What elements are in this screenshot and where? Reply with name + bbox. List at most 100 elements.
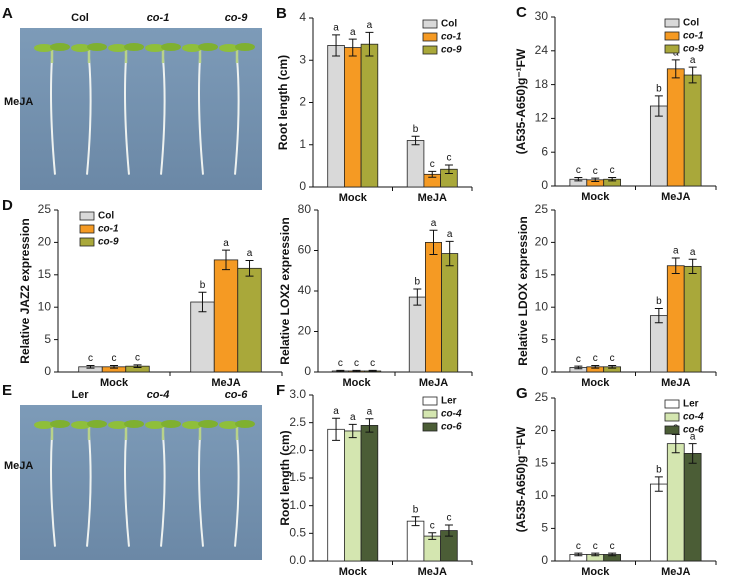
y-axis-label: Relative LDOX expression	[516, 216, 530, 365]
seedling-leaf	[182, 421, 202, 429]
x-tick-label: MeJA	[661, 377, 690, 389]
legend-swatch	[422, 422, 438, 432]
significance-letter: c	[88, 353, 93, 364]
y-tick-label: 10	[38, 299, 52, 313]
y-tick-label: 3.0	[289, 387, 306, 401]
significance-letter: c	[446, 513, 451, 524]
error-bar	[429, 229, 438, 256]
legend-swatch	[422, 45, 438, 55]
bar	[683, 74, 702, 187]
legend-label: Ler	[441, 396, 457, 407]
legend-label: co-1	[683, 31, 704, 42]
y-tick-label: 0	[541, 553, 548, 567]
panel-letter: A	[2, 5, 13, 22]
significance-letter: c	[593, 166, 598, 177]
legend-swatch	[664, 44, 680, 54]
significance-letter: b	[656, 465, 662, 476]
legend-swatch	[664, 31, 680, 41]
genotype-label: Col	[71, 12, 89, 24]
seedling-root	[86, 57, 92, 175]
error-bar	[365, 418, 374, 433]
significance-letter: c	[576, 165, 581, 176]
bar	[406, 520, 425, 562]
bar	[425, 241, 442, 373]
legend-swatch	[79, 237, 95, 247]
seedling-leaf	[71, 44, 91, 52]
seedling-root	[198, 57, 204, 175]
legend-label: co-9	[683, 44, 704, 55]
significance-letter: b	[413, 124, 419, 135]
error-bar	[654, 476, 663, 492]
y-tick-label: 2.0	[289, 443, 306, 457]
genotype-label: co-9	[225, 12, 249, 24]
seedling-leaf	[219, 44, 239, 52]
photo	[20, 28, 262, 190]
y-tick-label: 2.5	[289, 415, 306, 429]
seedling-leaf	[124, 420, 144, 428]
error-bar	[688, 443, 697, 464]
seedling-leaf	[161, 420, 181, 428]
error-bar	[411, 516, 420, 527]
error-bar	[608, 365, 617, 369]
significance-letter: b	[656, 296, 662, 307]
legend-swatch	[422, 396, 438, 406]
bar	[213, 259, 239, 373]
x-tick-label: MeJA	[661, 191, 690, 203]
seedling-leaf	[198, 420, 218, 428]
y-tick-label: 25	[38, 202, 52, 216]
y-tick-label: 20	[298, 324, 312, 338]
y-axis-label: Root length (cm)	[276, 55, 290, 150]
significance-letter: a	[247, 248, 253, 259]
error-bar	[428, 532, 437, 540]
y-tick-label: 5	[541, 521, 548, 535]
seedling-leaf	[71, 421, 91, 429]
error-bar	[348, 423, 357, 439]
bar	[666, 68, 685, 187]
treatment-label: MeJA	[4, 460, 33, 472]
y-tick-label: 10	[535, 488, 549, 502]
y-tick-label: 80	[298, 202, 312, 216]
bar	[649, 105, 668, 187]
error-bar	[654, 95, 663, 117]
y-tick-label: 0	[299, 179, 306, 193]
seedling-leaf	[87, 420, 107, 428]
bar	[190, 301, 215, 373]
significance-letter: b	[656, 84, 662, 95]
error-bar	[608, 552, 617, 557]
legend-label: Ler	[683, 399, 699, 410]
y-tick-label: 25	[535, 390, 549, 404]
x-tick-label: MeJA	[211, 377, 240, 389]
x-tick-label: MeJA	[418, 192, 447, 204]
panel-letter: B	[276, 5, 287, 22]
bar	[649, 483, 668, 562]
seedling-root	[234, 57, 240, 175]
legend-swatch	[664, 412, 680, 422]
legend-swatch	[664, 399, 680, 409]
significance-letter: c	[430, 159, 435, 170]
genotype-label: co-4	[147, 389, 170, 401]
error-bar	[574, 365, 583, 370]
y-tick-label: 5	[44, 332, 51, 346]
significance-letter: a	[690, 247, 696, 258]
legend-swatch	[79, 211, 95, 221]
error-bar	[574, 552, 583, 557]
significance-letter: a	[431, 218, 437, 229]
error-bar	[671, 59, 680, 79]
x-tick-label: Mock	[581, 377, 610, 389]
legend-label: co-4	[683, 412, 704, 423]
y-tick-label: 0	[541, 364, 548, 378]
seedling-root	[50, 434, 56, 547]
error-bar	[368, 369, 377, 373]
seedling-leaf	[87, 43, 107, 51]
significance-letter: c	[593, 353, 598, 364]
legend-label: co-4	[441, 409, 462, 420]
significance-letter: a	[350, 412, 356, 423]
significance-letter: c	[112, 353, 117, 364]
legend-label: co-9	[441, 45, 462, 56]
y-tick-label: 0	[44, 364, 51, 378]
bar	[408, 296, 426, 373]
panel-letter: D	[2, 197, 13, 214]
bar	[406, 140, 425, 188]
x-tick-label: MeJA	[418, 566, 447, 578]
bar	[666, 265, 685, 373]
